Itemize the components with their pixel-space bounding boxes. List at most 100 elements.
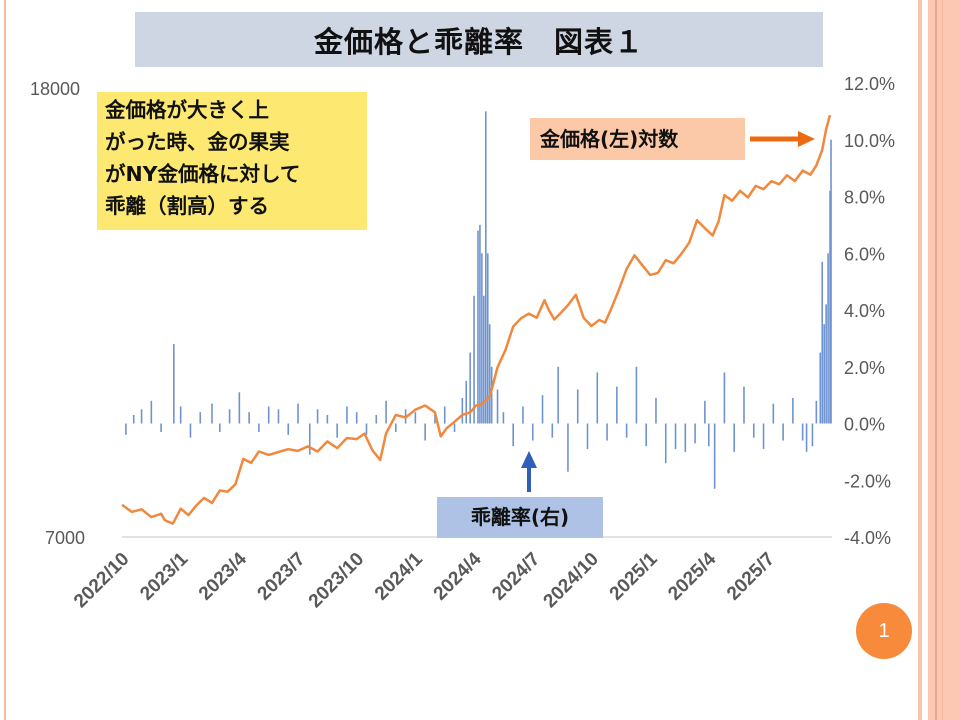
- deviation-bar: [541, 395, 544, 424]
- note-line: がった時、金の果実: [105, 130, 290, 154]
- right-tick-label: 4.0%: [844, 301, 885, 321]
- deviation-bar: [287, 423, 290, 435]
- deviation-bar: [173, 344, 175, 424]
- deviation-bar: [829, 190, 831, 424]
- deviation-bar: [477, 230, 479, 424]
- deviation-bar: [453, 423, 456, 433]
- deviation-bar: [461, 397, 464, 424]
- deviation-bar: [821, 261, 824, 424]
- deviation-bar: [248, 412, 250, 424]
- deviation-bar: [179, 406, 182, 424]
- right-tick-label: 6.0%: [844, 244, 885, 264]
- deviation-bar: [316, 409, 319, 424]
- deviation-bar: [496, 389, 499, 424]
- deviation-bar: [326, 414, 329, 424]
- note-line: がNY金価格に対して: [105, 162, 301, 186]
- deviation-label: 乖離率(右): [437, 497, 603, 538]
- deviation-bar: [308, 423, 311, 455]
- x-tick-label: 2022/10: [70, 549, 133, 612]
- left-tick-max: 18000: [30, 79, 80, 99]
- deviation-bar: [576, 389, 579, 424]
- deviation-bar: [522, 406, 524, 424]
- deviation-bar: [211, 403, 213, 424]
- deviation-bar: [365, 423, 368, 435]
- deviation-bar: [743, 386, 745, 424]
- deviation-bar: [346, 406, 348, 424]
- deviation-bar: [684, 423, 687, 452]
- deviation-bar: [424, 423, 426, 441]
- deviation-bar: [823, 324, 825, 424]
- deviation-bar: [811, 423, 814, 447]
- deviation-bar: [375, 414, 378, 424]
- deviation-bar: [228, 409, 231, 424]
- deviation-bar: [792, 397, 794, 424]
- deviation-bar: [414, 412, 417, 424]
- deviation-bar: [336, 423, 338, 438]
- deviation-bar: [557, 366, 559, 424]
- deviation-bar: [830, 139, 832, 424]
- deviation-bar: [160, 423, 162, 433]
- deviation-bar: [469, 352, 471, 424]
- deviation-bar: [664, 423, 667, 464]
- slide-border-right-band: [928, 0, 960, 720]
- deviation-bar: [267, 406, 270, 424]
- deviation-bar: [801, 423, 804, 441]
- deviation-bar: [434, 414, 436, 424]
- deviation-bar: [140, 409, 143, 424]
- deviation-bar: [218, 423, 221, 433]
- deviation-bar: [355, 412, 358, 424]
- deviation-bar: [805, 423, 808, 452]
- deviation-bar: [483, 295, 485, 424]
- deviation-bar: [655, 397, 657, 424]
- deviation-bar: [733, 423, 736, 452]
- deviation-bar: [772, 403, 775, 424]
- x-tick-label: 2023/10: [305, 549, 368, 612]
- deviation-bar: [625, 423, 628, 438]
- deviation-bar: [488, 324, 491, 424]
- deviation-bar: [704, 400, 706, 424]
- right-tick-label: 2.0%: [844, 358, 885, 378]
- deviation-bar: [512, 423, 514, 447]
- right-tick-label: 12.0%: [844, 74, 895, 94]
- deviation-bar: [485, 111, 487, 424]
- x-tick-label: 2023/4: [195, 548, 251, 604]
- right-tick-label: 10.0%: [844, 131, 895, 151]
- deviation-bar: [825, 304, 827, 424]
- deviation-bar: [606, 423, 608, 441]
- deviation-bar: [635, 366, 638, 424]
- deviation-bar: [713, 423, 716, 489]
- deviation-bar: [586, 423, 589, 450]
- deviation-bar: [723, 372, 726, 424]
- slide-border-right-line-2: [942, 0, 943, 720]
- x-tick-label: 2025/1: [606, 548, 662, 604]
- deviation-bar: [502, 412, 505, 424]
- x-tick-label: 2024/7: [488, 549, 544, 605]
- x-tick-label: 2024/10: [540, 549, 603, 612]
- deviation-bars: [125, 111, 832, 489]
- deviation-bar: [762, 423, 765, 450]
- deviation-bar: [827, 253, 829, 424]
- slide-border-left: [4, 0, 6, 720]
- x-tick-label: 2025/7: [723, 549, 779, 605]
- deviation-bar: [694, 423, 696, 444]
- deviation-bar: [479, 224, 481, 424]
- deviation-bar: [616, 386, 618, 424]
- deviation-bar: [443, 406, 446, 424]
- deviation-bar: [465, 380, 468, 424]
- deviation-bar: [238, 392, 241, 424]
- deviation-bar: [674, 423, 677, 450]
- right-tick-label: -4.0%: [844, 528, 891, 548]
- slide-title: 金価格と乖離率 図表１: [135, 12, 823, 67]
- deviation-bar: [258, 423, 260, 433]
- deviation-bar: [486, 253, 489, 424]
- deviation-bar: [385, 400, 387, 424]
- deviation-bar: [645, 423, 647, 447]
- deviation-bar: [782, 423, 784, 441]
- gold-price-label: 金価格(左)対数: [530, 118, 745, 160]
- note-line: 金価格が大きく上: [105, 98, 269, 122]
- right-tick-label: -2.0%: [844, 471, 891, 491]
- deviation-bar: [199, 412, 202, 424]
- note-line: 乖離（割高）する: [105, 194, 269, 218]
- x-tick-label: 2023/7: [254, 549, 310, 605]
- deviation-bar: [815, 400, 818, 424]
